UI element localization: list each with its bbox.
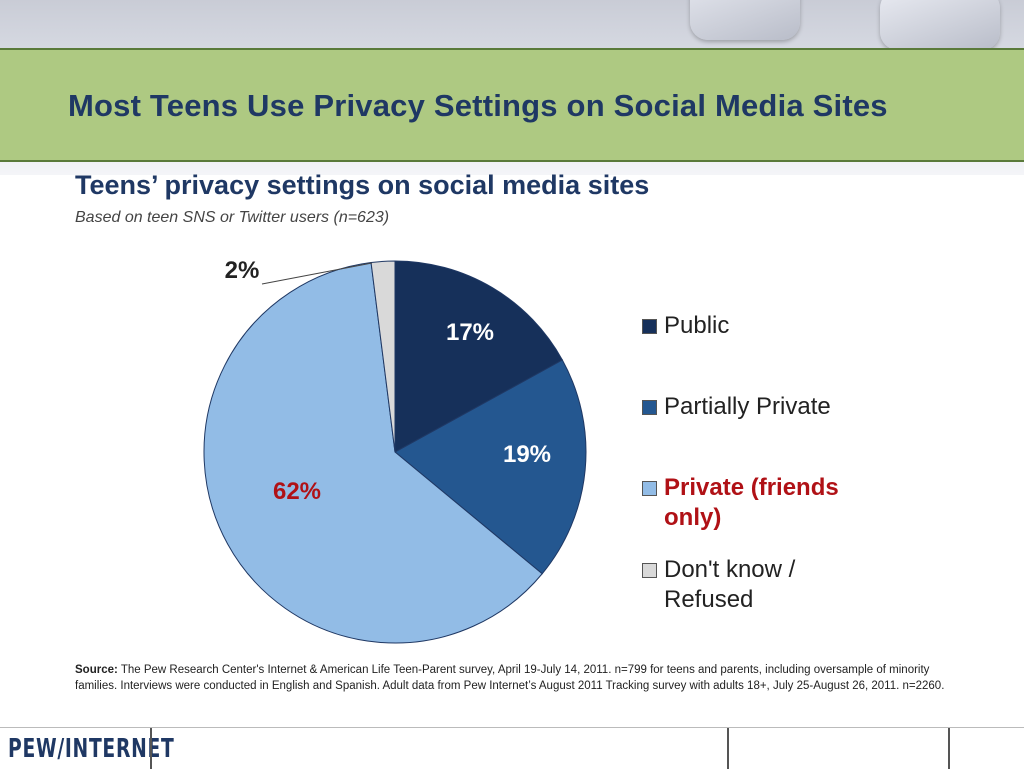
footer-divider [727, 728, 729, 769]
source-note: Source: The Pew Research Center's Intern… [75, 662, 955, 694]
pie-slice-dontknow [370, 260, 396, 453]
legend-label-dontknow: Don't know / Refused [664, 555, 894, 615]
slide-title: Most Teens Use Privacy Settings on Socia… [68, 88, 888, 123]
legend-swatch-partially-private [642, 400, 657, 415]
legend-swatch-public [642, 319, 657, 334]
pie-slice-partially-private [394, 359, 587, 575]
footer-bar: PEW/INTERNET [0, 727, 1024, 769]
source-text: The Pew Research Center's Internet & Ame… [75, 664, 945, 692]
phone-key-decoration [880, 0, 1000, 50]
leader-line-dontknow [261, 262, 373, 285]
legend-label-private-line2: only) [664, 504, 722, 531]
slice-label-private: 62% [273, 478, 321, 505]
legend-label-private: Private (friends only) [664, 473, 894, 533]
slice-label-dontknow: 2% [225, 257, 260, 284]
chart-title: Teens’ privacy settings on social media … [75, 170, 650, 200]
footer-divider [150, 728, 152, 769]
slice-label-partially-private: 19% [503, 441, 551, 468]
footer-divider [948, 728, 950, 769]
title-band: Most Teens Use Privacy Settings on Socia… [0, 48, 1024, 162]
legend-swatch-dontknow [642, 563, 657, 578]
chart-subtitle: Based on teen SNS or Twitter users (n=62… [75, 209, 390, 226]
pew-internet-logo: PEW/INTERNET [8, 734, 175, 764]
legend-label-public: Public [664, 312, 730, 339]
legend-label-dontknow-line1: Don't know / [664, 556, 796, 583]
legend-label-private-line1: Private (friends [664, 474, 839, 501]
slice-label-public: 17% [446, 319, 494, 346]
legend-label-dontknow-line2: Refused [664, 586, 754, 613]
pie-slice-public [394, 260, 564, 453]
legend-label-partially-private: Partially Private [664, 393, 831, 420]
phone-key-decoration [690, 0, 800, 40]
source-label: Source: [75, 664, 118, 676]
pie-slice-private [203, 261, 543, 644]
legend-swatch-private [642, 481, 657, 496]
